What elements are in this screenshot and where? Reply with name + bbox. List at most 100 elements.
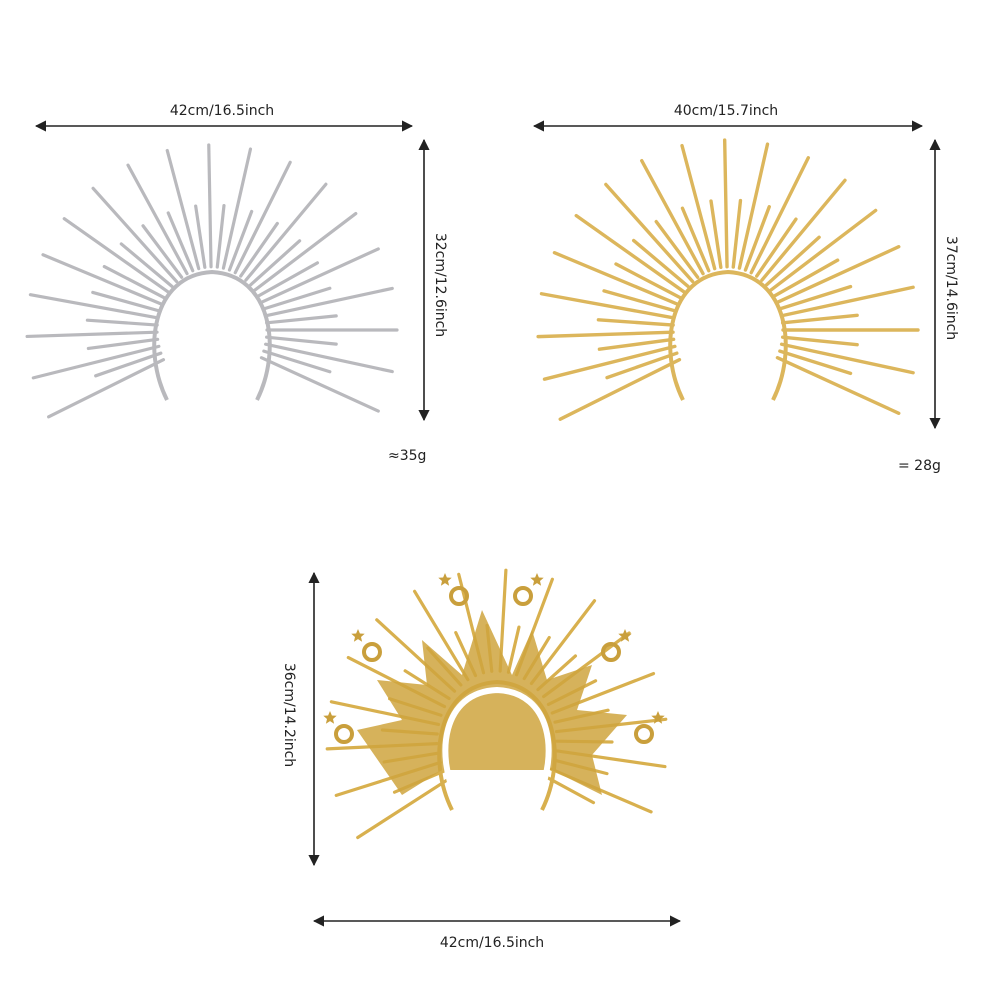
ray bbox=[605, 351, 679, 380]
ray bbox=[31, 344, 161, 380]
ray bbox=[709, 199, 723, 269]
ray bbox=[779, 285, 915, 318]
ray bbox=[574, 213, 686, 294]
ray bbox=[262, 349, 332, 374]
ray bbox=[680, 143, 717, 271]
star-ornament bbox=[323, 711, 337, 724]
height-label: 36cm/14.2inch bbox=[281, 663, 297, 767]
ray bbox=[221, 147, 253, 270]
ray bbox=[256, 261, 320, 298]
ray bbox=[244, 182, 328, 282]
ray bbox=[536, 330, 675, 339]
headband bbox=[668, 269, 788, 401]
ray bbox=[780, 335, 859, 347]
ray bbox=[259, 356, 380, 413]
star-ornament bbox=[530, 573, 544, 586]
ray bbox=[597, 337, 676, 351]
ray bbox=[265, 314, 338, 325]
ray bbox=[778, 349, 853, 376]
ray bbox=[248, 239, 302, 287]
ray bbox=[412, 589, 470, 682]
star-ornament bbox=[351, 629, 365, 642]
ray bbox=[775, 245, 901, 304]
ray bbox=[596, 318, 675, 327]
ray bbox=[165, 148, 201, 271]
star-ornament bbox=[438, 573, 452, 586]
height-label: 32cm/12.6inch bbox=[432, 233, 448, 337]
weight-label: = 28g bbox=[898, 458, 941, 474]
ray bbox=[755, 217, 798, 278]
moon-ornament bbox=[362, 642, 382, 662]
ray bbox=[552, 251, 680, 306]
ray bbox=[760, 178, 847, 282]
ray bbox=[775, 356, 901, 415]
ray bbox=[28, 293, 160, 320]
headband bbox=[442, 686, 552, 802]
ray bbox=[85, 318, 159, 327]
ray bbox=[542, 344, 677, 381]
ray bbox=[86, 337, 160, 351]
ray bbox=[769, 208, 878, 292]
ray bbox=[62, 217, 170, 294]
ray bbox=[102, 264, 167, 300]
star-ornament bbox=[651, 711, 665, 724]
ray bbox=[737, 142, 770, 270]
ray bbox=[772, 258, 840, 298]
ray bbox=[263, 286, 394, 318]
ray bbox=[207, 143, 213, 269]
ray bbox=[743, 205, 771, 272]
moon-ornament bbox=[601, 642, 621, 662]
glitter-flames bbox=[357, 610, 627, 795]
ray bbox=[779, 342, 915, 375]
ray bbox=[91, 290, 162, 313]
ray bbox=[640, 159, 705, 276]
ray bbox=[602, 289, 678, 313]
ray bbox=[126, 163, 189, 276]
ray bbox=[604, 182, 695, 284]
ray bbox=[558, 357, 682, 421]
width-label: 40cm/15.7inch bbox=[674, 103, 778, 119]
moon-ornament bbox=[334, 724, 354, 744]
ray bbox=[722, 138, 729, 269]
ray bbox=[259, 247, 380, 304]
ray bbox=[47, 358, 166, 419]
ray bbox=[215, 203, 226, 269]
headband bbox=[152, 269, 272, 401]
ray bbox=[91, 186, 179, 284]
ray bbox=[166, 211, 195, 273]
ray bbox=[25, 330, 159, 339]
ray bbox=[94, 351, 163, 378]
ray bbox=[253, 211, 358, 292]
ray bbox=[632, 238, 690, 289]
ray bbox=[233, 160, 292, 275]
width-label: 42cm/16.5inch bbox=[440, 935, 544, 951]
ray bbox=[227, 209, 254, 272]
width-label: 42cm/16.5inch bbox=[170, 103, 274, 119]
ray bbox=[778, 284, 853, 311]
ray bbox=[265, 335, 338, 346]
height-label: 37cm/14.6inch bbox=[943, 236, 959, 340]
ray bbox=[764, 235, 821, 287]
moon-ornament bbox=[513, 586, 533, 606]
ray bbox=[545, 775, 596, 805]
ray bbox=[749, 156, 810, 275]
ray bbox=[119, 242, 174, 289]
ray bbox=[263, 342, 394, 374]
ray bbox=[780, 313, 859, 325]
ray bbox=[262, 286, 332, 311]
ray bbox=[141, 224, 184, 279]
ray bbox=[654, 219, 700, 279]
ray bbox=[356, 777, 450, 840]
headband-art bbox=[25, 138, 920, 840]
weight-label: ≈35g bbox=[388, 448, 426, 464]
ray bbox=[239, 221, 279, 278]
ray bbox=[41, 253, 164, 306]
moon-ornament bbox=[449, 586, 469, 606]
ray bbox=[731, 198, 743, 269]
ray bbox=[506, 625, 521, 674]
ray bbox=[614, 262, 683, 300]
ray bbox=[680, 206, 711, 273]
ray bbox=[194, 204, 207, 269]
star-ornament bbox=[618, 629, 632, 642]
